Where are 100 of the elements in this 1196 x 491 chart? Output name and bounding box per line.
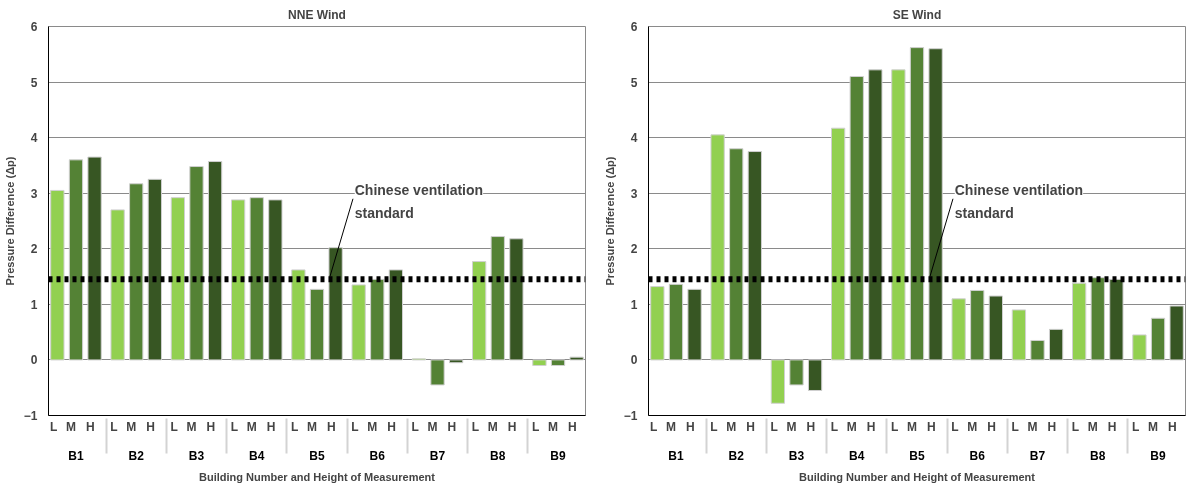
x-tick-label: L xyxy=(710,419,718,434)
bar xyxy=(550,359,566,366)
x-tick-label: M xyxy=(1027,419,1038,434)
bar xyxy=(50,189,65,361)
bar xyxy=(928,48,943,361)
bar xyxy=(1169,305,1184,361)
bar xyxy=(668,283,684,361)
text: B4 xyxy=(849,448,865,463)
x-tick-label: L xyxy=(830,419,839,434)
bar xyxy=(909,47,925,361)
bar xyxy=(189,166,204,361)
x-tick-label: L xyxy=(471,419,480,434)
x-tick-label: L xyxy=(532,419,540,434)
x-tick-label: H xyxy=(326,419,336,434)
bar xyxy=(509,238,524,361)
chart-title: NNE Wind xyxy=(288,7,346,22)
bar xyxy=(951,298,966,361)
x-tick-label: L xyxy=(110,419,118,434)
x-tick-label: H xyxy=(1047,419,1057,434)
y-tick-label: −1 xyxy=(23,409,38,423)
bar xyxy=(147,178,162,361)
bar xyxy=(569,356,584,361)
x-tick-label: H xyxy=(567,419,577,434)
x-tick-label: M xyxy=(846,419,857,434)
bar xyxy=(87,156,102,361)
y-tick-label: 5 xyxy=(630,75,638,90)
x-tick-label: L xyxy=(891,419,899,434)
text: B7 xyxy=(429,448,446,463)
bar xyxy=(110,209,125,361)
text: B2 xyxy=(128,448,145,463)
bar xyxy=(849,76,864,361)
x-axis-title: Building Number and Height of Measurement xyxy=(799,470,1036,483)
text: B2 xyxy=(728,448,745,463)
ref-line-label: Chinese ventilation standard xyxy=(954,182,1084,222)
text: B1 xyxy=(668,448,684,463)
bar xyxy=(1048,328,1064,361)
y-tick-label: 4 xyxy=(30,131,38,146)
x-tick-label: M xyxy=(665,419,676,434)
x-tick-label: H xyxy=(1167,419,1177,434)
x-tick-label: H xyxy=(746,419,755,434)
bar xyxy=(490,236,505,361)
x-tick-label: L xyxy=(170,419,178,434)
text: B6 xyxy=(969,448,986,463)
text: B4 xyxy=(249,448,265,463)
y-tick-label: 6 xyxy=(630,20,638,34)
chart-title: SE Wind xyxy=(892,7,942,22)
text: B7 xyxy=(1029,448,1046,463)
bar xyxy=(370,278,385,361)
x-tick-label: H xyxy=(987,419,996,434)
text: B8 xyxy=(1090,448,1106,463)
x-tick-label: M xyxy=(1087,419,1098,434)
x-tick-label: H xyxy=(266,419,276,434)
bar xyxy=(687,288,702,361)
bar xyxy=(988,295,1004,361)
y-axis-title: Pressure Difference (Δp) xyxy=(3,156,16,286)
bar xyxy=(1072,282,1087,361)
text: B5 xyxy=(309,448,325,463)
bar xyxy=(328,247,343,361)
y-tick-label: 2 xyxy=(30,242,38,257)
x-tick-label: L xyxy=(230,419,239,434)
x-tick-label: L xyxy=(951,419,959,434)
text: B3 xyxy=(788,448,805,463)
bar xyxy=(129,183,144,361)
x-tick-label: L xyxy=(1132,419,1140,434)
x-tick-label: L xyxy=(650,419,658,434)
x-tick-label: L xyxy=(291,419,299,434)
x-tick-label: H xyxy=(866,419,876,434)
bar xyxy=(970,289,985,361)
x-tick-label: M xyxy=(307,419,317,434)
bar xyxy=(388,269,404,361)
x-tick-label: H xyxy=(685,419,695,434)
bar xyxy=(309,288,325,361)
x-tick-label: M xyxy=(786,419,797,434)
x-tick-label: M xyxy=(126,419,137,434)
bar xyxy=(207,161,223,361)
x-tick-label: H xyxy=(387,419,396,434)
x-tick-label: L xyxy=(411,419,419,434)
bar xyxy=(170,197,186,361)
x-tick-label: H xyxy=(806,419,816,434)
text: B1 xyxy=(68,448,84,463)
y-tick-label: 3 xyxy=(630,186,638,201)
x-tick-label: M xyxy=(548,419,559,434)
bar xyxy=(1011,309,1027,361)
x-tick-label: L xyxy=(351,419,359,434)
x-tick-label: M xyxy=(907,419,917,434)
y-tick-label: 0 xyxy=(630,353,638,368)
y-tick-label: 1 xyxy=(630,297,638,312)
x-tick-label: M xyxy=(186,419,197,434)
text: B9 xyxy=(550,448,567,463)
y-tick-label: 3 xyxy=(30,186,38,201)
bar xyxy=(770,359,786,404)
bar xyxy=(891,69,906,361)
x-tick-label: M xyxy=(726,419,737,434)
y-axis-title: Pressure Difference (Δp) xyxy=(603,156,616,286)
text: B6 xyxy=(369,448,386,463)
y-tick-label: 4 xyxy=(630,131,638,146)
bar xyxy=(230,199,246,361)
y-tick-label: 6 xyxy=(30,20,38,34)
x-tick-label: L xyxy=(1071,419,1080,434)
bar xyxy=(1090,277,1105,361)
